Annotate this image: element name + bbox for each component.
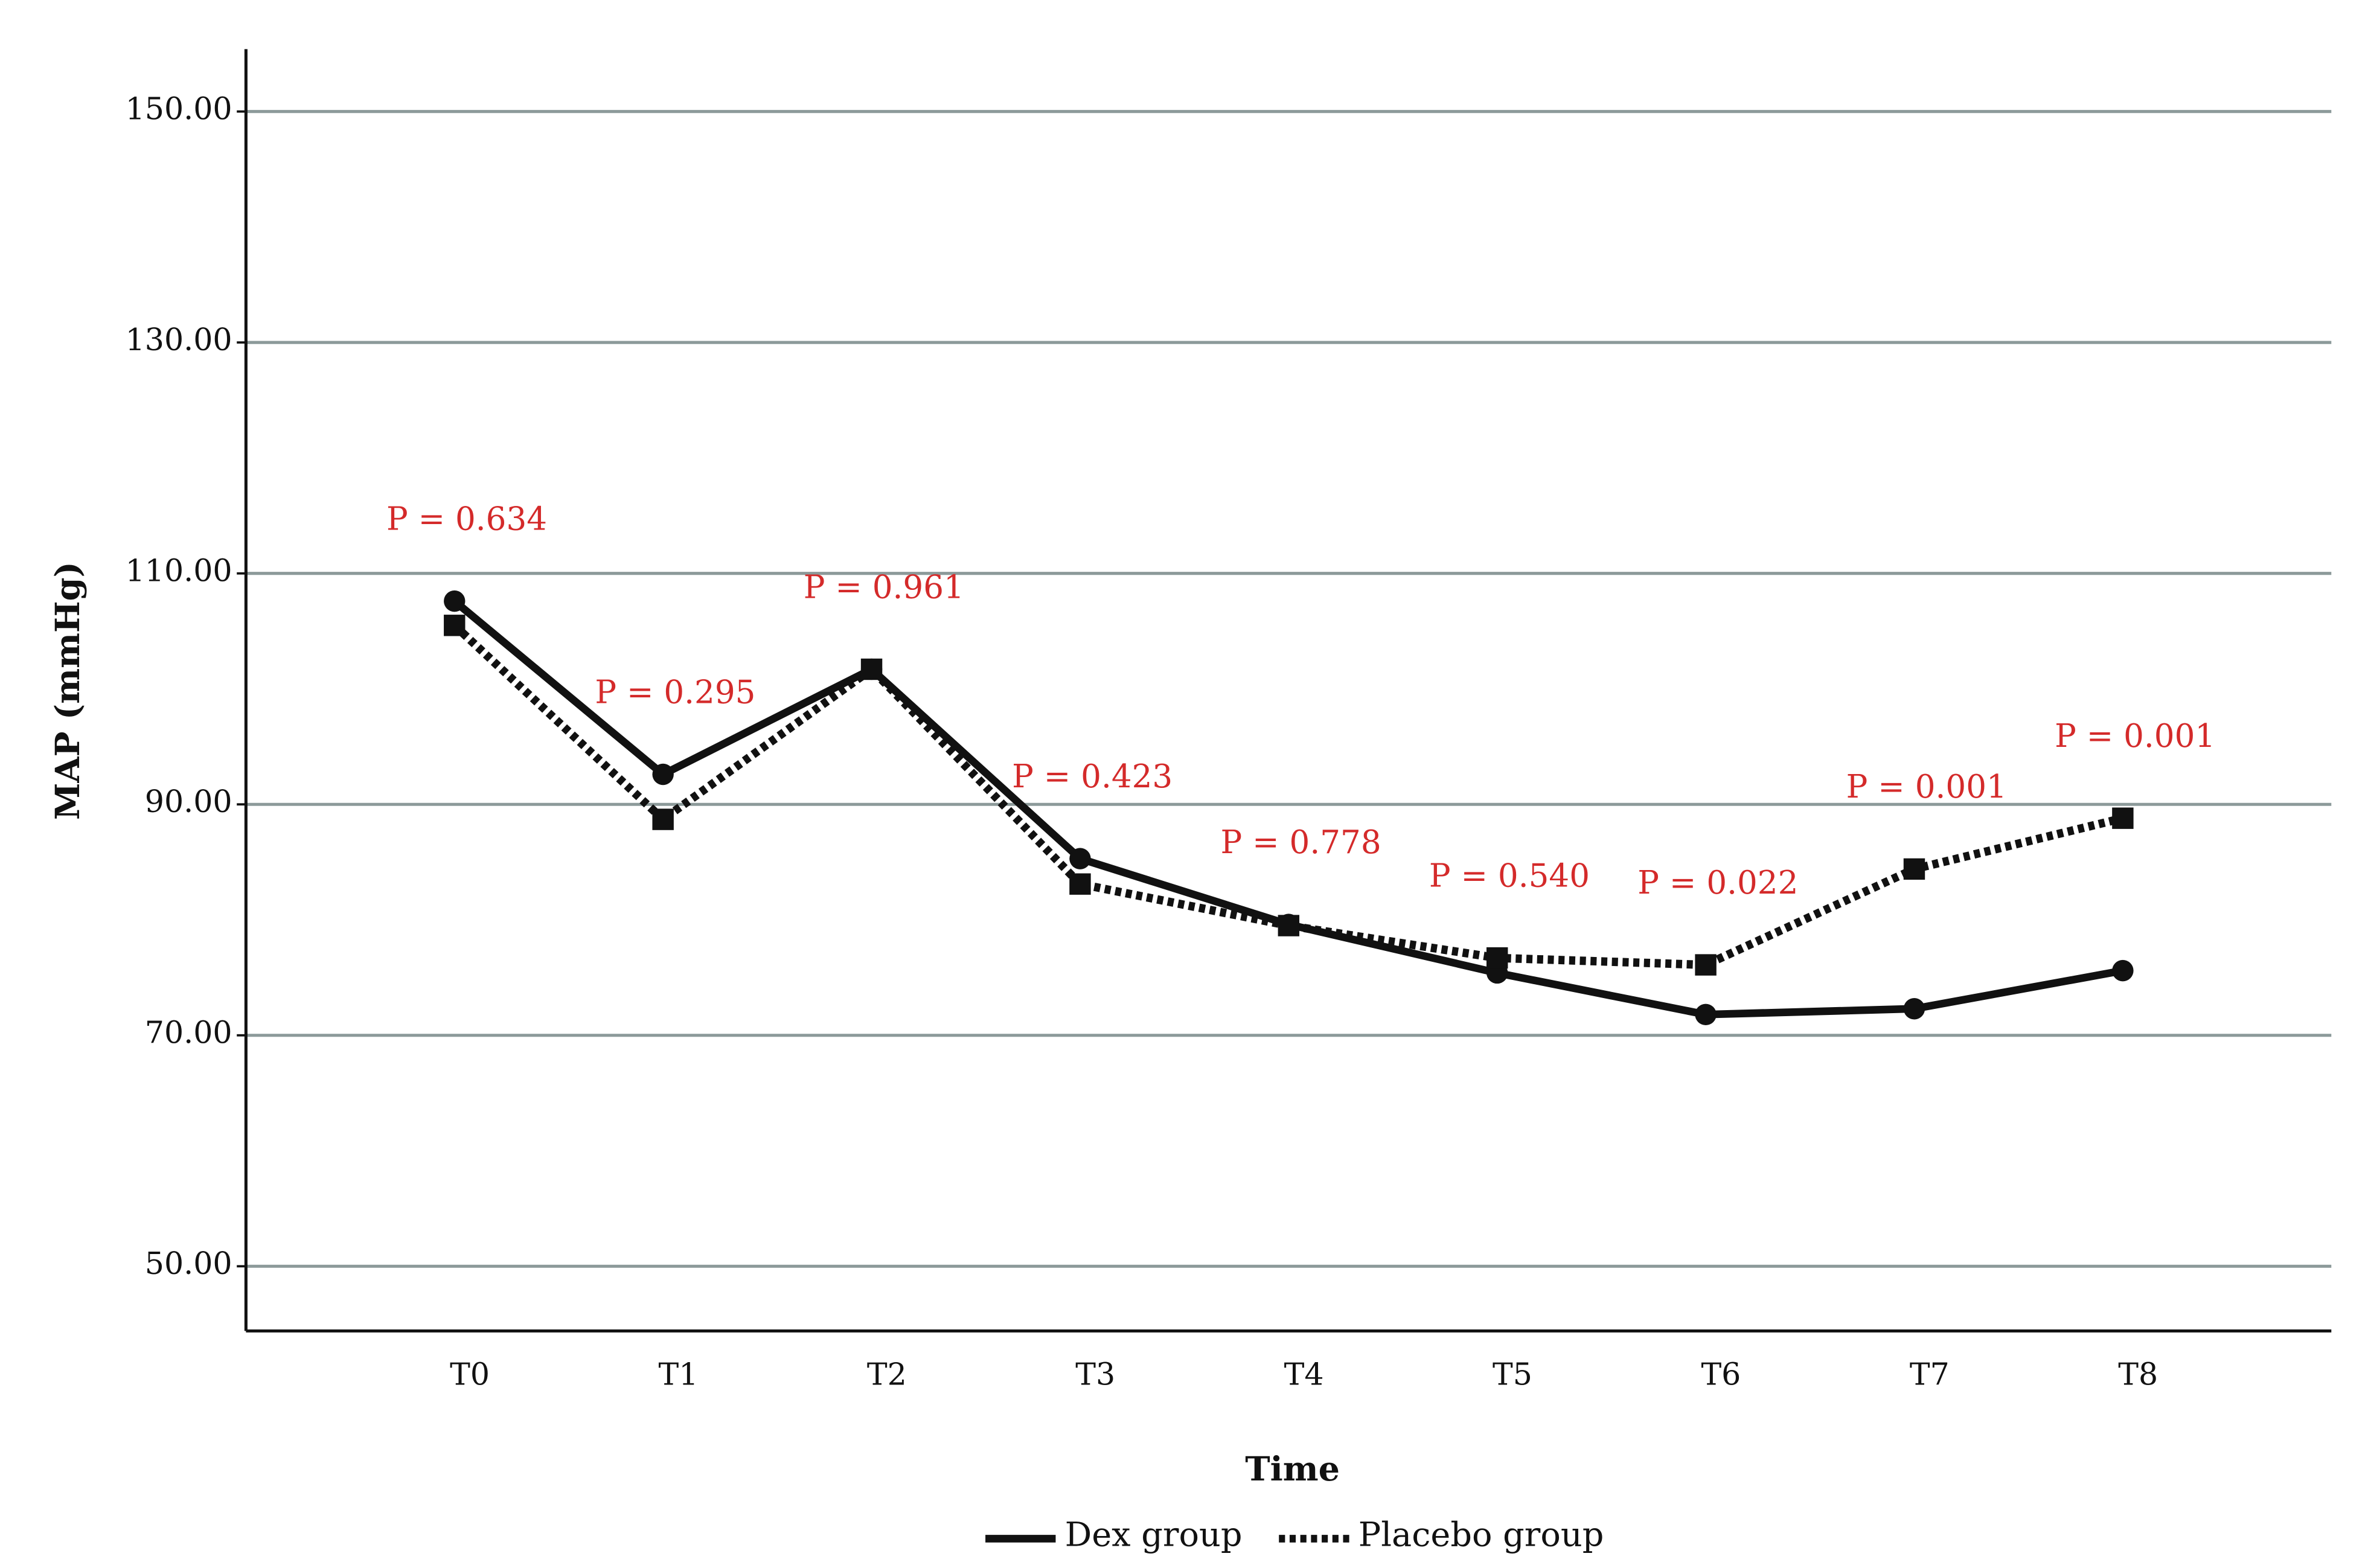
annotation: P = 0.001: [2055, 717, 2215, 755]
marker: [2112, 807, 2134, 829]
marker: [860, 658, 883, 680]
annotation: P = 0.540: [1429, 857, 1590, 895]
annotation: P = 0.961: [804, 568, 964, 606]
marker: [1069, 848, 1091, 869]
x-tick-label: T3: [1075, 1356, 1115, 1392]
y-tick-label: 150.00: [126, 91, 232, 127]
y-tick-label: 130.00: [126, 322, 232, 357]
x-tick-label: T7: [1910, 1356, 1950, 1392]
marker: [1069, 873, 1091, 895]
x-tick-label: T1: [658, 1356, 698, 1392]
x-tick-label: T2: [867, 1356, 907, 1392]
marker: [1278, 915, 1300, 936]
marker: [652, 808, 674, 830]
annotation: P = 0.001: [1846, 768, 2007, 805]
y-tick-label: 110.00: [126, 553, 232, 589]
annotation: P = 0.022: [1637, 864, 1798, 901]
y-tick-label: 70.00: [145, 1015, 232, 1051]
y-axis-title: MAP (mmHg): [48, 562, 88, 820]
annotation: P = 0.295: [595, 673, 755, 711]
x-tick-label: T8: [2118, 1356, 2158, 1392]
x-tick-label: T4: [1284, 1356, 1324, 1392]
marker: [444, 615, 466, 636]
marker: [1695, 954, 1717, 976]
legend-label: Dex group: [1065, 1515, 1243, 1554]
annotation: P = 0.423: [1012, 758, 1173, 795]
x-tick-label: T0: [450, 1356, 490, 1392]
annotation: P = 0.634: [386, 501, 547, 538]
series-line: [452, 598, 2124, 1019]
x-axis-title: Time: [1245, 1450, 1340, 1489]
marker: [1903, 998, 1925, 1020]
marker: [1486, 947, 1508, 969]
x-tick-label: T5: [1493, 1356, 1532, 1392]
marker: [652, 763, 674, 786]
marker: [2112, 959, 2134, 982]
marker: [1903, 858, 1925, 880]
marker: [444, 590, 466, 612]
legend-label: Placebo group: [1358, 1515, 1604, 1554]
x-tick-label: T6: [1701, 1356, 1741, 1392]
marker: [1695, 1003, 1717, 1026]
y-tick-label: 90.00: [145, 784, 232, 819]
y-tick-label: 50.00: [145, 1246, 232, 1281]
annotation: P = 0.778: [1221, 824, 1381, 861]
